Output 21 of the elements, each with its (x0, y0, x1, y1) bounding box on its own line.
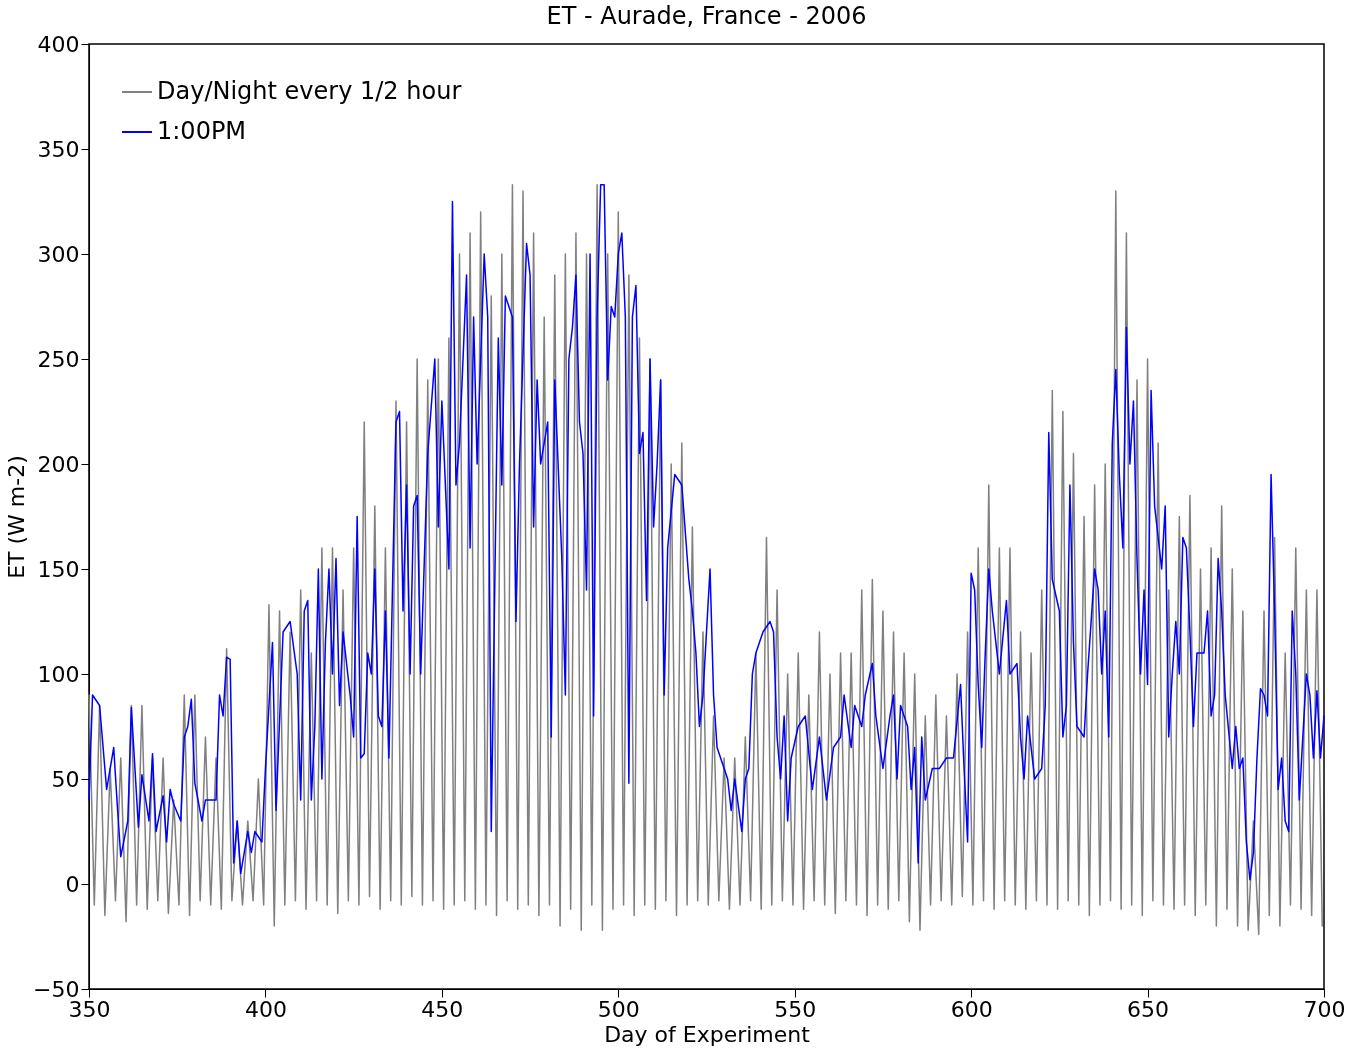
x-tick-label: 550 (774, 996, 817, 1022)
y-tick-label: 0 (65, 871, 80, 897)
y-tick-label: 400 (37, 31, 80, 57)
chart-title: ET - Aurade, France - 2006 (546, 2, 867, 30)
legend-label: Day/Night every 1/2 hour (157, 77, 462, 105)
y-tick-label: 150 (37, 556, 80, 582)
x-tick-label: 450 (421, 996, 464, 1022)
y-tick-label: 350 (37, 136, 80, 162)
x-axis-title: Day of Experiment (604, 1021, 811, 1047)
x-tick-label: 500 (597, 996, 640, 1022)
x-tick-label: 600 (950, 996, 993, 1022)
legend-label: 1:00PM (157, 117, 247, 145)
x-tick-label: 400 (244, 996, 287, 1022)
y-axis-title: ET (W m-2) (4, 455, 30, 579)
y-tick-label: 200 (37, 451, 80, 477)
y-tick-label: 300 (37, 241, 80, 267)
x-tick-label: 650 (1127, 996, 1170, 1022)
x-tick-label: 700 (1303, 996, 1346, 1022)
y-tick-label: 100 (37, 661, 80, 687)
y-tick-label: 50 (51, 766, 80, 792)
y-tick-label: 250 (37, 346, 80, 372)
